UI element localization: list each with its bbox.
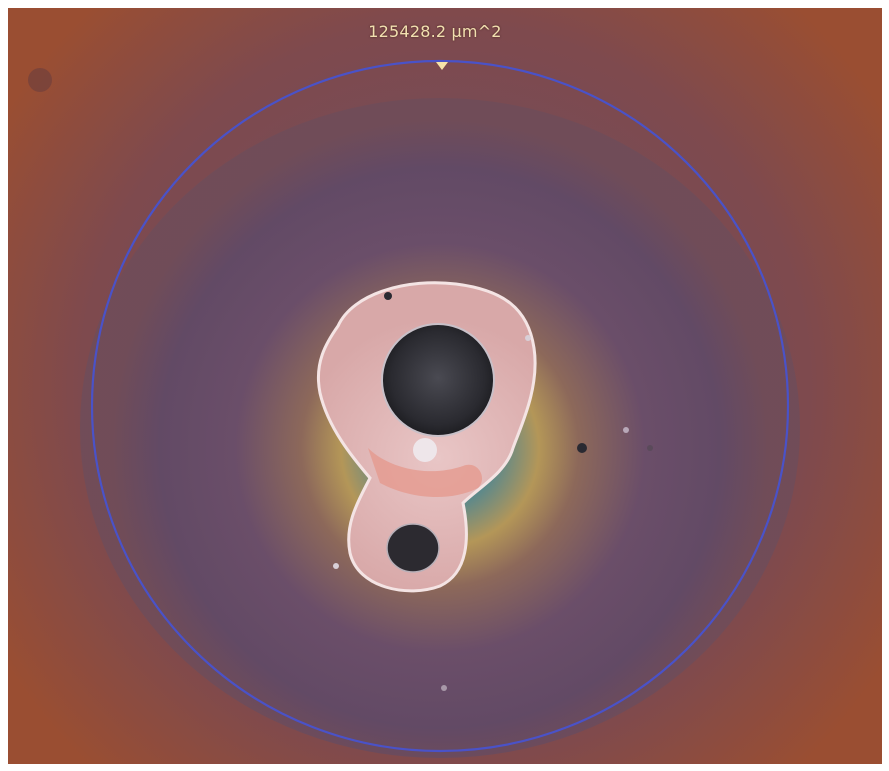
speck [577,443,587,453]
residue-pink-band [368,448,483,498]
dark-core-upper [381,323,495,437]
speck [525,335,531,341]
dark-core-lower [386,523,440,573]
area-measurement-outline[interactable] [90,59,790,753]
microscope-image [8,8,882,764]
speck [384,292,392,300]
measurement-marker-icon[interactable] [436,62,448,70]
area-measurement-label: 125428.2 µm^2 [368,22,502,41]
speck [28,68,52,92]
speck [333,563,339,569]
speck [623,427,629,433]
microscope-image-canvas [8,8,882,764]
bubble-small [413,438,437,462]
speck [647,445,653,451]
speck [441,685,447,691]
